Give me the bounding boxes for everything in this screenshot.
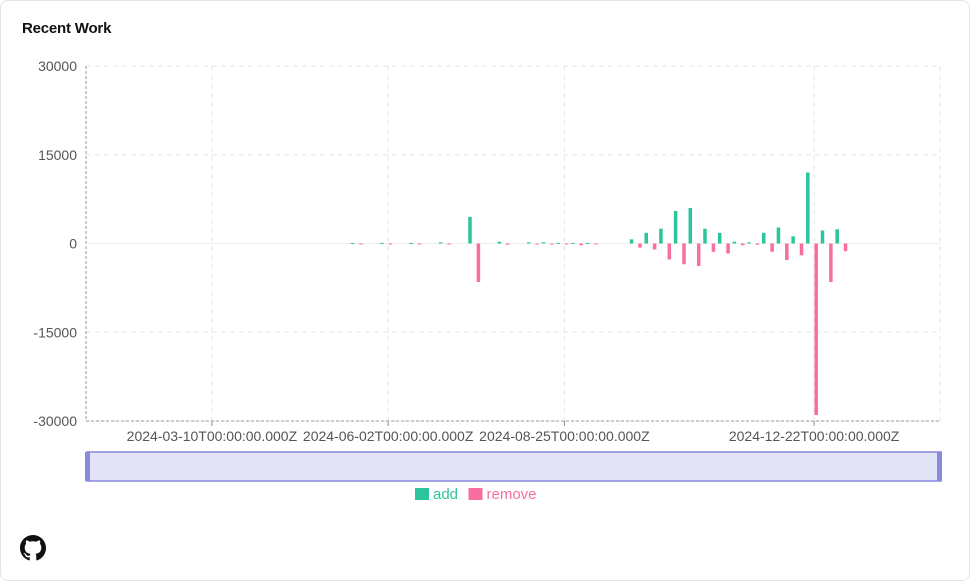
y-tick-label: 0 (69, 236, 77, 252)
zoom-handle-left (85, 452, 90, 481)
bar-remove (506, 243, 510, 245)
bar-add (732, 241, 737, 244)
bar-remove (564, 243, 569, 245)
bar-add (468, 216, 472, 244)
bar-add (629, 239, 634, 244)
bar-add (673, 210, 678, 244)
bar-remove (667, 243, 672, 260)
bar-remove (843, 243, 848, 252)
bar-remove (682, 243, 686, 265)
x-tick-label: 2024-06-02T00:00:00.000Z (303, 428, 474, 444)
bar-add (497, 241, 502, 244)
y-tick-label: -15000 (33, 324, 77, 340)
bar-add (806, 172, 810, 244)
bar-add (717, 232, 722, 244)
bar-add (644, 232, 648, 244)
bar-remove (447, 243, 451, 245)
bar-remove (638, 243, 642, 248)
github-icon[interactable] (20, 535, 46, 561)
bar-remove (741, 243, 745, 246)
zoom-slider (86, 451, 942, 482)
bar-remove (770, 243, 774, 252)
bar-remove (535, 243, 539, 245)
bar-remove (359, 243, 363, 245)
y-tick-label: 15000 (38, 147, 77, 163)
bar-add (747, 242, 751, 244)
bar-add (791, 236, 795, 244)
bar-add (776, 227, 781, 244)
bar-remove (476, 243, 481, 282)
legend-swatch-remove (468, 488, 483, 500)
bar-add (526, 242, 531, 244)
bar-remove (711, 243, 716, 252)
legend-label-add: add (433, 486, 458, 503)
bar-add (438, 242, 443, 244)
bar-add (556, 242, 560, 244)
bar-add (571, 242, 575, 244)
y-tick-label: -30000 (33, 413, 77, 429)
bar-add (585, 242, 590, 244)
bar-remove (652, 243, 657, 250)
bar-add (703, 228, 707, 244)
bar-add (688, 208, 693, 244)
bar-add (350, 242, 355, 244)
bar-remove (755, 243, 760, 245)
chart-title: Recent Work (22, 20, 112, 37)
bar-remove (550, 243, 554, 245)
bar-add (409, 242, 413, 244)
bar-remove (696, 243, 701, 266)
bar-remove (829, 243, 833, 282)
bar-remove (388, 243, 393, 245)
bar-remove (579, 243, 583, 246)
bar-add (835, 229, 839, 244)
bar-add (380, 242, 384, 244)
bar-remove (726, 243, 730, 254)
bar-remove (417, 243, 422, 245)
legend-swatch-add (415, 488, 429, 500)
bar-add (659, 228, 663, 244)
bar-add (761, 232, 766, 244)
bar-remove (594, 243, 598, 245)
x-tick-label: 2024-03-10T00:00:00.000Z (127, 428, 298, 444)
zoom-handle-right (937, 452, 942, 481)
bar-add (820, 230, 825, 244)
x-tick-label: 2024-12-22T00:00:00.000Z (729, 428, 900, 444)
bar-remove (785, 243, 789, 261)
legend-label-remove: remove (487, 486, 537, 503)
bar-remove (814, 243, 818, 416)
x-tick-label: 2024-08-25T00:00:00.000Z (479, 428, 650, 444)
bar-add (541, 242, 546, 244)
bar-remove (799, 243, 804, 256)
y-tick-label: 30000 (38, 58, 77, 74)
